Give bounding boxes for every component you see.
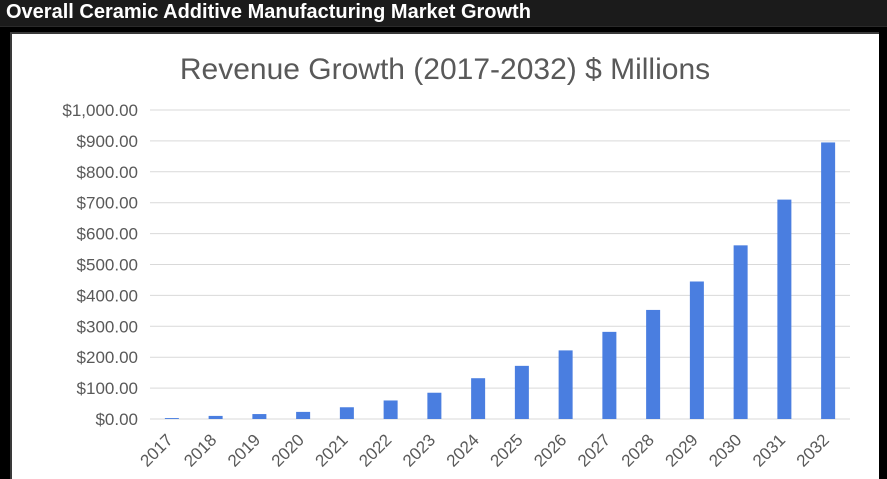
y-axis-tick-labels: $0.00 $100.00 $200.00 $300.00 $400.00 $500.00…: [62, 101, 138, 429]
revenue-growth-chart: Revenue Growth (2017-2032) $ Millions $0…: [62, 53, 850, 471]
bar-2028: [646, 309, 661, 419]
y-tick-label: $800.00: [77, 163, 138, 182]
x-tick-label: 2017: [137, 430, 177, 470]
bar-2029: [689, 281, 704, 419]
bar-2026: [558, 350, 573, 419]
bar-2032: [821, 142, 836, 419]
y-tick-label: $900.00: [77, 132, 138, 151]
header-title: Overall Ceramic Additive Manufacturing M…: [6, 1, 531, 23]
x-tick-label: 2021: [312, 430, 352, 470]
x-axis-tick-labels: 2017 2018 2019 2020 2021 2022 2023 2024 2025 2026…: [137, 430, 833, 470]
y-tick-label: $300.00: [77, 317, 138, 336]
y-tick-label: $600.00: [77, 225, 138, 244]
y-tick-label: $500.00: [77, 256, 138, 275]
bars: [164, 142, 836, 419]
gridlines: [150, 109, 850, 420]
bar-2021: [339, 407, 354, 419]
bar-2025: [514, 365, 529, 419]
bar-2027: [602, 331, 617, 419]
bar-2019: [252, 414, 267, 419]
y-tick-label: $200.00: [77, 348, 138, 367]
x-tick-label: 2019: [224, 430, 264, 470]
bar-2031: [777, 199, 792, 419]
header-bar: Overall Ceramic Additive Manufacturing M…: [0, 0, 887, 27]
y-tick-label: $700.00: [77, 194, 138, 213]
x-tick-label: 2018: [180, 430, 220, 470]
bar-2023: [427, 392, 442, 419]
x-tick-label: 2022: [355, 430, 395, 470]
y-tick-label: $1,000.00: [62, 101, 138, 120]
x-tick-label: 2031: [749, 430, 789, 470]
x-tick-label: 2020: [268, 430, 308, 470]
chart-panel: Revenue Growth (2017-2032) $ Millions $0…: [10, 32, 879, 479]
x-tick-label: 2029: [662, 430, 702, 470]
bar-2018: [208, 415, 223, 419]
x-tick-label: 2025: [487, 430, 527, 470]
x-tick-label: 2028: [618, 430, 658, 470]
x-tick-label: 2032: [793, 430, 833, 470]
x-tick-label: 2030: [705, 430, 745, 470]
x-tick-label: 2026: [530, 430, 570, 470]
x-tick-label: 2027: [574, 430, 614, 470]
bar-2020: [296, 411, 311, 419]
x-tick-label: 2023: [399, 430, 439, 470]
bar-2024: [471, 378, 486, 419]
bar-2030: [733, 245, 748, 419]
x-tick-label: 2024: [443, 430, 483, 470]
y-tick-label: $400.00: [77, 286, 138, 305]
chart-title: Revenue Growth (2017-2032) $ Millions: [180, 53, 710, 86]
bar-2022: [383, 400, 398, 419]
bar-2017: [164, 418, 179, 419]
y-tick-label: $0.00: [95, 410, 138, 429]
y-tick-label: $100.00: [77, 379, 138, 398]
